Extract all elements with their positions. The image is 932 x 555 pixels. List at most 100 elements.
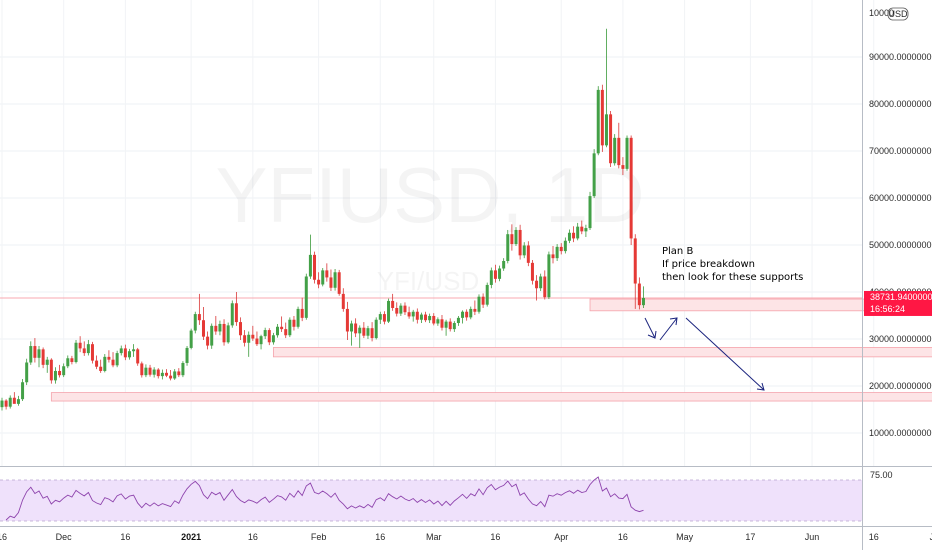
candle-body[interactable] (214, 326, 217, 332)
candle-body[interactable] (313, 255, 316, 280)
candle-body[interactable] (165, 373, 168, 376)
candle-body[interactable] (510, 234, 513, 244)
candle-body[interactable] (580, 227, 583, 232)
candle-body[interactable] (329, 277, 332, 287)
candle-body[interactable] (416, 312, 419, 320)
candle-body[interactable] (288, 320, 291, 336)
candle-body[interactable] (161, 373, 164, 376)
candle-body[interactable] (280, 327, 283, 329)
candle-body[interactable] (99, 367, 102, 371)
candle-body[interactable] (568, 233, 571, 241)
candle-body[interactable] (498, 269, 501, 279)
candle-body[interactable] (490, 270, 493, 285)
candle-body[interactable] (576, 227, 579, 239)
candle-body[interactable] (572, 233, 575, 239)
arrow-dip-down[interactable] (645, 318, 655, 338)
candle-body[interactable] (268, 330, 271, 342)
candle-body[interactable] (531, 263, 534, 281)
candle-body[interactable] (50, 360, 53, 381)
candle-body[interactable] (412, 312, 415, 317)
candle-body[interactable] (342, 294, 345, 309)
candle-body[interactable] (601, 90, 604, 145)
candle-body[interactable] (218, 324, 221, 332)
candle-body[interactable] (124, 348, 127, 357)
candle-body[interactable] (272, 335, 275, 342)
candle-body[interactable] (482, 297, 485, 305)
candle-body[interactable] (223, 324, 226, 342)
candle-body[interactable] (502, 261, 505, 269)
candle-body[interactable] (436, 319, 439, 323)
candle-body[interactable] (432, 316, 435, 324)
candle-body[interactable] (120, 348, 123, 353)
candle-body[interactable] (297, 309, 300, 327)
candle-body[interactable] (95, 361, 98, 367)
candle-body[interactable] (136, 349, 139, 363)
candle-body[interactable] (103, 357, 106, 371)
candle-body[interactable] (552, 254, 555, 258)
candle-body[interactable] (338, 272, 341, 294)
candle-body[interactable] (403, 306, 406, 313)
candle-body[interactable] (153, 370, 156, 375)
candle-body[interactable] (227, 325, 230, 342)
candle-body[interactable] (346, 309, 349, 332)
candle-body[interactable] (66, 358, 69, 366)
support-zone-lower[interactable] (51, 393, 932, 401)
candle-body[interactable] (243, 335, 246, 343)
candle-body[interactable] (9, 398, 12, 407)
candle-body[interactable] (1, 401, 4, 408)
candle-body[interactable] (91, 344, 94, 360)
candle-body[interactable] (449, 322, 452, 330)
candle-body[interactable] (445, 322, 448, 328)
candle-body[interactable] (395, 308, 398, 314)
candle-body[interactable] (638, 284, 641, 306)
candle-body[interactable] (58, 371, 61, 375)
candle-body[interactable] (198, 314, 201, 320)
candle-body[interactable] (17, 399, 20, 404)
candle-body[interactable] (477, 297, 480, 312)
candle-body[interactable] (202, 320, 205, 336)
candle-body[interactable] (366, 328, 369, 336)
candle-body[interactable] (473, 309, 476, 312)
candle-body[interactable] (547, 254, 550, 297)
candle-body[interactable] (112, 360, 115, 366)
candle-body[interactable] (428, 316, 431, 320)
candle-body[interactable] (235, 303, 238, 322)
candle-body[interactable] (461, 312, 464, 318)
candle-body[interactable] (13, 398, 16, 404)
support-zone-middle[interactable] (273, 347, 932, 356)
candle-body[interactable] (621, 165, 624, 169)
candle-body[interactable] (440, 319, 443, 327)
candle-body[interactable] (358, 328, 361, 334)
candle-body[interactable] (584, 228, 587, 231)
candle-body[interactable] (144, 368, 147, 376)
candle-body[interactable] (5, 401, 8, 407)
candle-body[interactable] (506, 234, 509, 261)
candle-body[interactable] (556, 247, 559, 258)
candle-body[interactable] (247, 335, 250, 343)
candle-body[interactable] (539, 276, 542, 288)
candle-body[interactable] (379, 314, 382, 320)
candle-body[interactable] (453, 323, 456, 329)
candle-body[interactable] (169, 376, 172, 379)
candle-body[interactable] (239, 322, 242, 335)
candle-body[interactable] (29, 346, 32, 362)
candle-body[interactable] (387, 301, 390, 322)
candle-body[interactable] (560, 247, 563, 251)
candle-body[interactable] (383, 314, 386, 322)
candle-body[interactable] (519, 230, 522, 255)
candle-body[interactable] (593, 153, 596, 196)
candle-body[interactable] (75, 343, 78, 362)
candle-body[interactable] (399, 306, 402, 314)
candle-body[interactable] (543, 276, 546, 297)
candle-body[interactable] (325, 270, 328, 277)
candle-body[interactable] (321, 270, 324, 284)
candle-body[interactable] (317, 280, 320, 285)
candle-body[interactable] (469, 309, 472, 317)
rsi-pane[interactable] (0, 467, 932, 522)
candle-body[interactable] (177, 371, 180, 375)
candle-body[interactable] (284, 329, 287, 335)
candle-body[interactable] (371, 328, 374, 338)
candle-body[interactable] (42, 349, 45, 365)
candle-body[interactable] (305, 276, 308, 317)
